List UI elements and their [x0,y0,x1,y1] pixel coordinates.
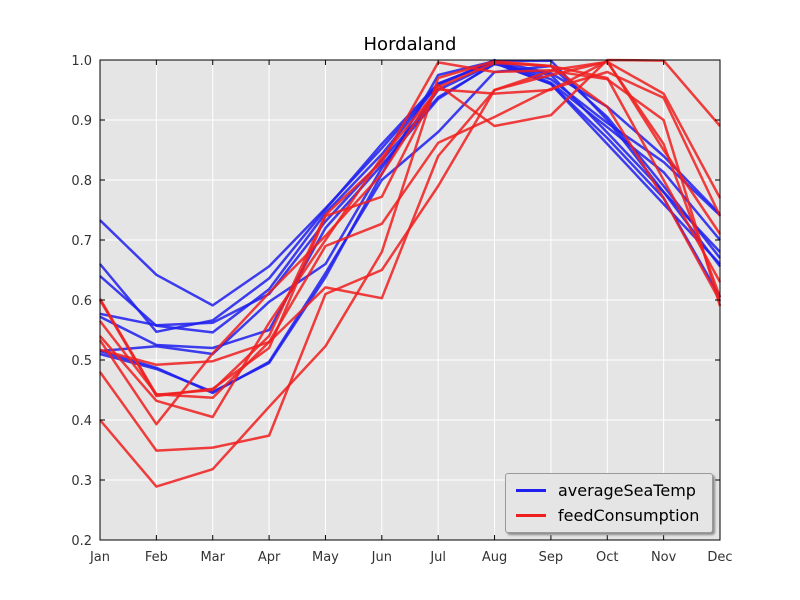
y-tick-label: 0.5 [71,354,92,369]
x-tick-label: Jul [429,550,446,565]
y-tick-label: 0.4 [71,414,92,429]
series-line-feedConsumption-15 [99,59,722,488]
legend-label-0: averageSeaTemp [558,480,696,500]
y-tick-label: 0.9 [71,114,92,129]
y-tick-label: 0.2 [71,534,92,549]
legend-item-0: averageSeaTemp [516,478,696,502]
legend-swatch-1 [516,513,546,517]
y-tick-label: 0.3 [71,474,92,489]
x-tick-label: Nov [651,550,677,565]
series-line-feedConsumption-9 [98,60,722,397]
series-line-feedConsumption-12 [98,61,722,426]
y-tick-label: 1.0 [71,54,92,69]
series-line-feedConsumption-14 [98,69,722,452]
x-tick-label: May [312,550,339,565]
y-tick-label: 0.7 [71,234,92,249]
legend-label-1: feedConsumption [558,505,700,525]
series-line-averageSeaTemp-2 [99,58,721,334]
x-tick-label: Feb [145,550,168,565]
x-tick-label: Aug [482,550,507,565]
x-tick-label: Jan [89,550,110,565]
legend: averageSeaTemp feedConsumption [505,473,713,533]
series-line-averageSeaTemp-0 [99,59,721,307]
x-tick-label: Sep [539,550,564,565]
x-tick-label: Oct [596,550,618,565]
chart-title: Hordaland [363,34,457,55]
x-tick-label: Mar [200,550,225,565]
x-tick-label: Jun [371,550,392,565]
y-tick-label: 0.6 [71,294,92,309]
y-tick-label: 0.8 [71,174,92,189]
legend-swatch-0 [516,488,546,492]
x-tick-label: Apr [258,550,281,565]
legend-item-1: feedConsumption [516,503,699,527]
x-tick-label: Dec [707,550,732,565]
